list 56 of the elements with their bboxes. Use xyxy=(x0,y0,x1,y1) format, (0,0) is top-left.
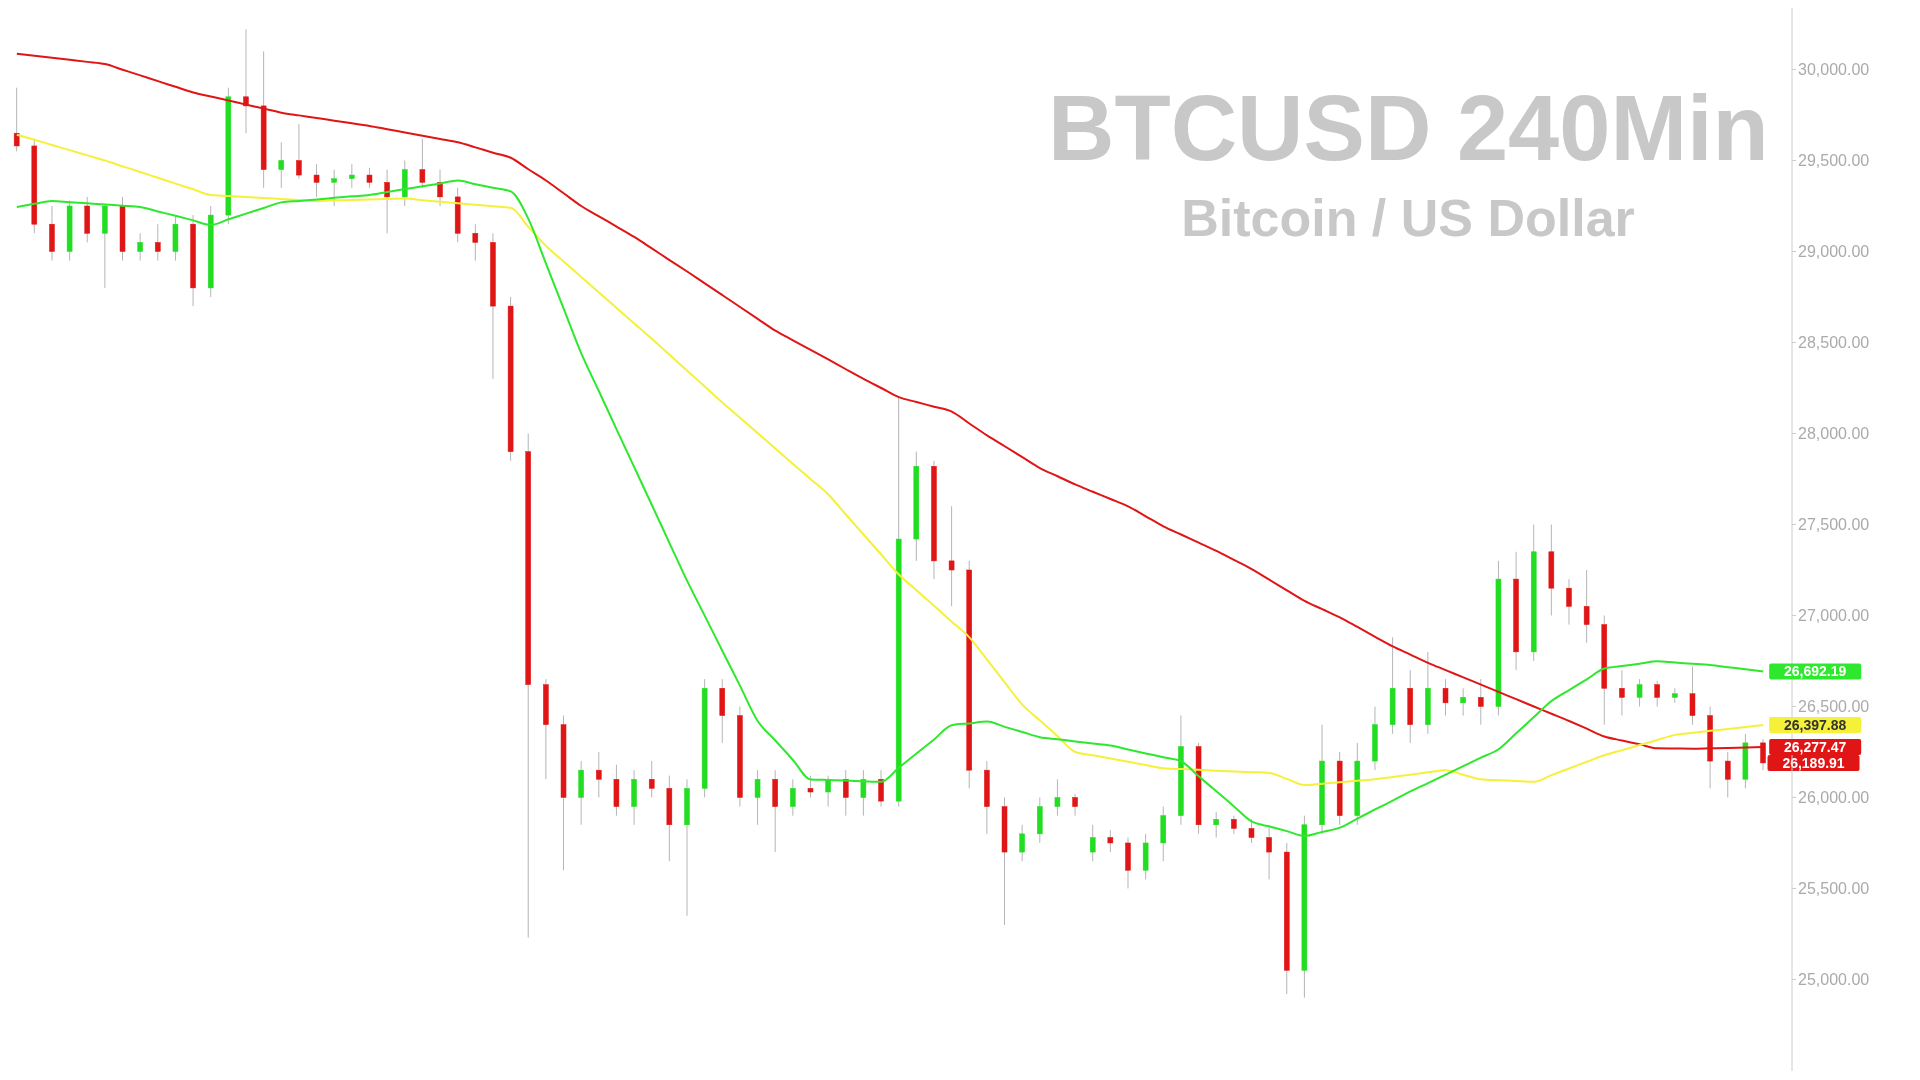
candlestick xyxy=(137,232,143,262)
candlestick xyxy=(1248,818,1255,844)
candlestick xyxy=(1266,824,1272,880)
data-label: 26,277.47 xyxy=(1784,738,1847,755)
candlestick xyxy=(878,769,884,808)
candlestick xyxy=(366,167,373,189)
candlestick xyxy=(1583,569,1590,644)
candlestick xyxy=(1107,829,1114,853)
candlestick xyxy=(1636,678,1643,707)
candlestick xyxy=(1231,815,1237,835)
candlestick xyxy=(384,169,390,234)
candlestick xyxy=(1725,751,1731,798)
candlestick xyxy=(948,505,955,607)
candlestick xyxy=(419,138,426,189)
data-label: 26,397.88 xyxy=(1784,717,1847,734)
candlestick xyxy=(1442,678,1449,717)
y-tick-label: 30,000.00 xyxy=(1798,61,1870,79)
candlestick xyxy=(825,775,831,808)
y-tick-label: 29,000.00 xyxy=(1798,243,1870,261)
candlestick xyxy=(754,769,761,826)
candlestick xyxy=(1689,665,1696,726)
candlestick xyxy=(1654,680,1660,707)
candlestick xyxy=(807,775,814,798)
candlestick xyxy=(155,223,161,262)
candlestick xyxy=(1072,793,1078,817)
candlestick xyxy=(313,163,320,198)
y-tick-label: 29,500.00 xyxy=(1798,152,1870,170)
y-tick-label: 25,500.00 xyxy=(1798,880,1870,898)
y-tick-label: 26,000.00 xyxy=(1798,789,1870,807)
candlestick xyxy=(1478,678,1484,726)
candlestick xyxy=(437,169,443,207)
candlestick xyxy=(843,769,849,817)
candlestick xyxy=(1619,669,1625,717)
y-tick-label: 25,000.00 xyxy=(1798,971,1870,989)
candlestick xyxy=(1019,824,1025,862)
candlestick xyxy=(1054,778,1061,817)
candlestick xyxy=(596,751,602,798)
candlestick xyxy=(1566,578,1572,626)
candlestick xyxy=(296,123,302,180)
candlestick xyxy=(1089,824,1096,862)
y-tick-label: 27,500.00 xyxy=(1798,516,1870,534)
candlestick xyxy=(278,141,285,189)
text: 26,189.91 xyxy=(1782,754,1845,771)
y-tick-label: 26,500.00 xyxy=(1798,698,1870,716)
candlestick xyxy=(790,778,796,817)
candlestick xyxy=(472,223,479,262)
candlestick xyxy=(648,760,655,798)
candlestick xyxy=(13,87,20,152)
y-tick-label: 27,000.00 xyxy=(1798,607,1870,625)
candlestick xyxy=(1213,811,1219,839)
candlestick xyxy=(1460,687,1466,717)
data-label: 26,692.19 xyxy=(1784,663,1847,680)
candlestick xyxy=(349,163,355,189)
y-tick-label: 28,500.00 xyxy=(1798,334,1870,352)
candlestick xyxy=(860,769,867,817)
y-tick-label: 28,000.00 xyxy=(1798,425,1870,443)
